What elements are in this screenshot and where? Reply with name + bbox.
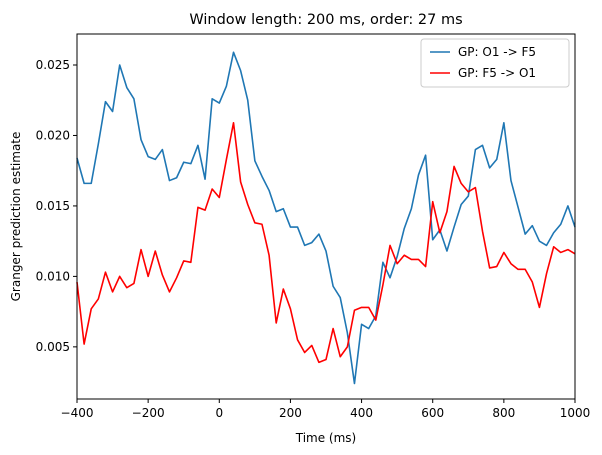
y-tick-label: 0.015	[36, 199, 70, 213]
x-tick-label: 600	[421, 406, 444, 420]
x-tick-label: 0	[215, 406, 223, 420]
legend-label-2: GP: F5 -> O1	[458, 66, 536, 80]
series-lines	[76, 51, 576, 385]
x-axis-ticks: −400 −200 0 200 400 600 800 1000	[61, 399, 591, 420]
x-tick-label: −200	[132, 406, 165, 420]
x-tick-label: −400	[61, 406, 94, 420]
chart-title: Window length: 200 ms, order: 27 ms	[189, 12, 462, 28]
y-axis-ticks: 0.005 0.010 0.015 0.020 0.025	[36, 58, 77, 354]
y-tick-label: 0.010	[36, 269, 70, 283]
x-axis-label: Time (ms)	[295, 431, 357, 445]
y-tick-label: 0.020	[36, 128, 70, 142]
y-tick-label: 0.005	[36, 340, 70, 354]
y-axis-label: Granger prediction estimate	[9, 132, 23, 302]
y-tick-label: 0.025	[36, 58, 70, 72]
plot-frame	[76, 33, 576, 400]
x-tick-label: 200	[279, 406, 302, 420]
series-line-2	[76, 121, 576, 364]
legend-box	[420, 38, 570, 88]
x-tick-label: 1000	[560, 406, 591, 420]
legend-label-1: GP: O1 -> F5	[458, 45, 536, 59]
x-tick-label: 400	[350, 406, 373, 420]
series-line-1	[76, 51, 576, 385]
x-tick-label: 800	[492, 406, 515, 420]
legend: GP: O1 -> F5 GP: F5 -> O1	[420, 38, 570, 88]
